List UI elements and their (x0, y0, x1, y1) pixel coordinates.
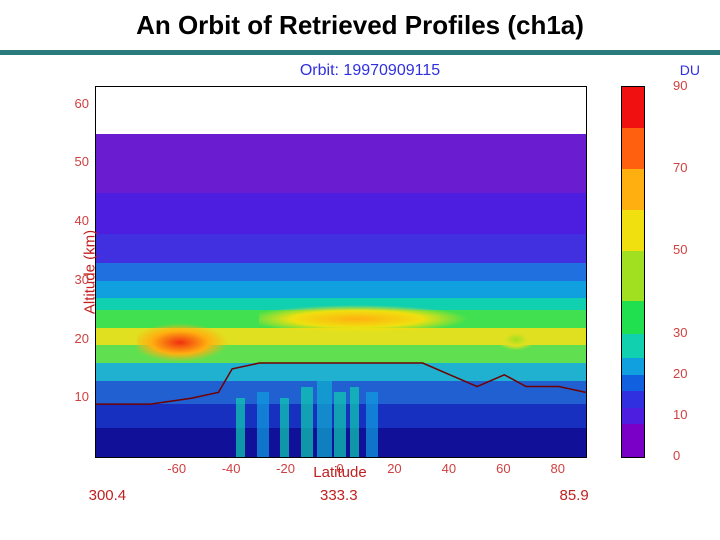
colorbar-segment (622, 391, 644, 407)
y-tick: 20 (65, 331, 89, 346)
x-tick: -40 (222, 461, 241, 476)
colorbar-segment (622, 87, 644, 128)
colorbar-segment (622, 408, 644, 424)
colorbar-tick: 50 (673, 242, 687, 257)
bottom-annotation: 300.4 (89, 487, 127, 504)
x-tick: 40 (442, 461, 456, 476)
x-tick: -20 (276, 461, 295, 476)
tropopause-overlay (96, 87, 586, 457)
bottom-annotation: 85.9 (560, 487, 589, 504)
tropopause-line (96, 363, 586, 404)
heatmap-frame (95, 86, 587, 458)
chart-title: Orbit: 19970909115 (40, 62, 700, 80)
y-tick: 30 (65, 272, 89, 287)
accent-bar (0, 50, 720, 55)
colorbar-tick: 30 (673, 325, 687, 340)
y-tick: 60 (65, 96, 89, 111)
colorbar-segment (622, 375, 644, 391)
x-tick: -60 (167, 461, 186, 476)
x-tick: 20 (387, 461, 401, 476)
colorbar-segment (622, 169, 644, 210)
x-tick: 0 (336, 461, 343, 476)
colorbar-segment (622, 334, 644, 359)
colorbar-segment (622, 251, 644, 300)
bottom-annotation: 333.3 (320, 487, 358, 504)
y-tick: 40 (65, 213, 89, 228)
x-tick: 80 (551, 461, 565, 476)
x-tick: 60 (496, 461, 510, 476)
y-tick: 50 (65, 154, 89, 169)
slide-title: An Orbit of Retrieved Profiles (ch1a) (0, 0, 720, 41)
colorbar-segment (622, 301, 644, 334)
colorbar-segment (622, 424, 644, 457)
y-tick: 10 (65, 389, 89, 404)
colorbar-frame (621, 86, 645, 458)
colorbar-tick: 10 (673, 407, 687, 422)
colorbar-tick: 70 (673, 160, 687, 175)
colorbar-tick: 90 (673, 78, 687, 93)
colorbar-tick: 20 (673, 366, 687, 381)
colorbar-tick: 0 (673, 448, 680, 463)
colorbar-segment (622, 128, 644, 169)
colorbar-label: DU (680, 62, 700, 78)
colorbar-segment (622, 358, 644, 374)
plot-area: Orbit: 19970909115 DU Altitude (km) Lati… (40, 62, 700, 512)
colorbar-segment (622, 210, 644, 251)
